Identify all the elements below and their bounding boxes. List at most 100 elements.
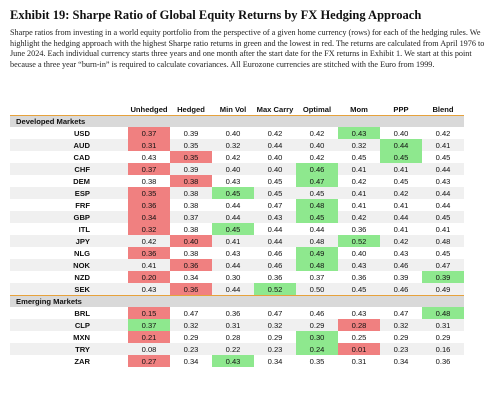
cell: 0.23 — [380, 343, 422, 355]
cell: 0.45 — [254, 187, 296, 199]
cell: 0.44 — [422, 163, 464, 175]
column-header: Unhedged — [130, 105, 168, 114]
cell: 0.34 — [393, 356, 409, 366]
row-label: SEK — [10, 283, 128, 296]
cell: 0.32 — [212, 139, 254, 151]
cell: 0.25 — [351, 332, 367, 342]
cell: 0.44 — [225, 200, 241, 210]
cell: 0.29 — [183, 332, 199, 342]
column-header: Mom — [350, 105, 368, 114]
data-row: ITL 0.32 0.38 0.45 0.44 0.44 0.36 0.41 0.41 — [10, 223, 464, 235]
cell: 0.40 — [225, 128, 241, 138]
row-label: USD — [73, 128, 90, 138]
cell: 0.47 — [267, 200, 283, 210]
cell: 0.36 — [128, 199, 170, 211]
cell: 0.41 — [393, 200, 409, 210]
column-header: PPP — [393, 105, 409, 114]
cell: 0.31 — [422, 319, 464, 331]
cell: 0.45 — [380, 151, 422, 163]
cell: 0.50 — [296, 283, 338, 296]
column-header: Max Carry — [256, 105, 294, 114]
cell: 0.36 — [170, 283, 212, 296]
row-label: ZAR — [74, 356, 90, 366]
cell: 0.44 — [212, 283, 254, 296]
cell: 0.29 — [435, 332, 451, 342]
description: Sharpe ratios from investing in a world … — [10, 28, 485, 69]
cell: 0.45 — [393, 176, 409, 186]
section-row: Developed Markets — [10, 115, 464, 127]
data-row: USD 0.37 0.39 0.40 0.42 0.42 0.43 0.40 0.42 — [10, 127, 464, 139]
cell: 0.32 — [128, 223, 170, 235]
row-label: BRL — [74, 308, 90, 318]
cell: 0.44 — [212, 259, 254, 271]
cell: 0.42 — [309, 152, 325, 162]
row-label: NZD — [74, 272, 90, 282]
cell: 0.31 — [212, 319, 254, 331]
cell: 0.45 — [435, 248, 451, 258]
cell: 0.21 — [128, 331, 170, 343]
data-row: ESP 0.35 0.38 0.45 0.45 0.45 0.41 0.42 0.44 — [10, 187, 464, 199]
data-row: DEM 0.38 0.38 0.43 0.45 0.47 0.42 0.45 0.43 — [10, 175, 464, 187]
row-label: DEM — [73, 176, 90, 186]
data-row: JPY 0.42 0.40 0.41 0.44 0.48 0.52 0.42 0.48 — [10, 235, 464, 247]
data-row: NLG 0.36 0.38 0.43 0.46 0.49 0.40 0.43 0.45 — [10, 247, 464, 259]
cell: 0.48 — [422, 307, 464, 319]
header-row: Unhedged Hedged Min Vol Max Carry Optimal Mom… — [10, 100, 464, 116]
cell: 0.27 — [128, 355, 170, 367]
column-header: Hedged — [177, 105, 205, 114]
cell: 0.45 — [435, 152, 451, 162]
cell: 0.39 — [183, 128, 199, 138]
cell: 0.40 — [267, 152, 283, 162]
data-row: TRY 0.08 0.23 0.22 0.23 0.24 0.01 0.23 0.16 — [10, 343, 464, 355]
cell: 0.47 — [422, 259, 464, 271]
cell: 0.01 — [338, 343, 380, 355]
cell: 0.42 — [128, 235, 170, 247]
cell: 0.41 — [128, 259, 170, 271]
cell: 0.29 — [296, 319, 338, 331]
cell: 0.45 — [351, 152, 367, 162]
cell: 0.46 — [267, 248, 283, 258]
row-label: CLP — [10, 319, 128, 331]
title: Exhibit 19: Sharpe Ratio of Global Equit… — [10, 8, 422, 22]
cell: 0.43 — [393, 248, 409, 258]
cell: 0.48 — [296, 199, 338, 211]
cell: 0.43 — [435, 176, 451, 186]
cell: 0.41 — [351, 200, 367, 210]
section-name: Emerging Markets — [10, 295, 464, 307]
row-label: TRY — [10, 343, 128, 355]
cell: 0.45 — [338, 283, 380, 296]
data-row: CHF 0.37 0.39 0.40 0.40 0.46 0.41 0.41 0.44 — [10, 163, 464, 175]
cell: 0.36 — [351, 272, 367, 282]
cell: 0.46 — [380, 259, 422, 271]
cell: 0.38 — [183, 248, 199, 258]
data-row: SEK 0.43 0.36 0.44 0.52 0.50 0.45 0.46 0.49 — [10, 283, 464, 296]
row-label: JPY — [10, 235, 128, 247]
cell: 0.45 — [296, 211, 338, 223]
cell: 0.35 — [170, 139, 212, 151]
data-row: FRF 0.36 0.38 0.44 0.47 0.48 0.41 0.41 0.44 — [10, 199, 464, 211]
cell: 0.48 — [296, 259, 338, 271]
row-label: GBP — [10, 211, 128, 223]
cell: 0.45 — [267, 176, 283, 186]
cell: 0.45 — [212, 187, 254, 199]
cell: 0.43 — [128, 283, 170, 296]
cell: 0.40 — [296, 139, 338, 151]
cell: 0.38 — [170, 175, 212, 187]
cell: 0.43 — [225, 248, 241, 258]
row-label: AUD — [10, 139, 128, 151]
cell: 0.41 — [380, 163, 422, 175]
cell: 0.43 — [212, 355, 254, 367]
cell: 0.15 — [128, 307, 170, 319]
cell: 0.40 — [351, 248, 367, 258]
cell: 0.42 — [309, 128, 325, 138]
cell: 0.43 — [338, 127, 380, 139]
row-label: MXN — [73, 332, 90, 342]
cell: 0.29 — [393, 332, 409, 342]
cell: 0.46 — [309, 308, 325, 318]
cell: 0.34 — [183, 272, 199, 282]
cell: 0.08 — [128, 343, 170, 355]
row-label: NOK — [10, 259, 128, 271]
cell: 0.48 — [422, 235, 464, 247]
cell: 0.45 — [296, 187, 338, 199]
